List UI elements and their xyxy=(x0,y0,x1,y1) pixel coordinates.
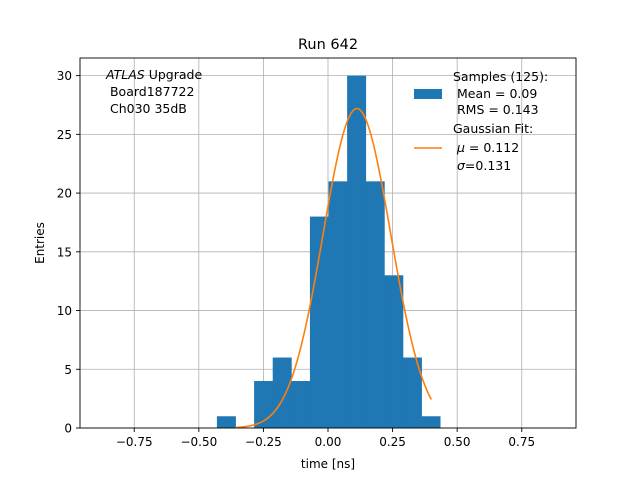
x-axis-label: time [ns] xyxy=(301,457,355,471)
annotation-line-1: ATLAS Upgrade xyxy=(105,67,202,82)
legend: Samples (125): Mean = 0.09 RMS = 0.143 G… xyxy=(414,69,548,173)
x-tick-label-6: 0.75 xyxy=(508,435,535,449)
histogram-bar-11 xyxy=(421,416,441,428)
y-tick-label-5: 25 xyxy=(57,128,72,142)
legend-samples-mean: Mean = 0.09 xyxy=(453,86,537,101)
x-tick-label-5: 0.50 xyxy=(444,435,471,449)
histogram-bar-2 xyxy=(254,381,274,428)
mu-symbol: μ xyxy=(456,140,465,155)
legend-fit-mu: μ = 0.112 xyxy=(453,140,519,155)
legend-fit-title: Gaussian Fit: xyxy=(453,121,533,136)
sigma-value: =0.131 xyxy=(465,158,511,173)
histogram-bar-5 xyxy=(309,216,329,428)
histogram-bar-4 xyxy=(291,381,311,428)
x-tick-label-2: −0.25 xyxy=(245,435,282,449)
histogram-bar-9 xyxy=(384,275,404,428)
annotation-board: Board187722 xyxy=(106,84,194,99)
atlas-label: ATLAS xyxy=(105,67,145,82)
x-tick-label-4: 0.25 xyxy=(379,435,406,449)
x-axis-ticks: −0.75 −0.50 −0.25 0.00 0.25 0.50 0.75 xyxy=(116,428,535,449)
annotation-channel: Ch030 35dB xyxy=(106,101,187,116)
y-axis-ticks: 0 5 10 15 20 25 30 xyxy=(57,69,80,436)
histogram-bar-8 xyxy=(365,181,385,428)
annotation-upgrade: Upgrade xyxy=(145,67,203,82)
histogram-bar-6 xyxy=(328,181,348,428)
histogram-bar-10 xyxy=(402,357,422,428)
y-tick-label-1: 5 xyxy=(64,363,72,377)
x-tick-label-1: −0.50 xyxy=(180,435,217,449)
histogram-bar-0 xyxy=(216,416,236,428)
mu-value: = 0.112 xyxy=(465,140,519,155)
y-tick-label-6: 30 xyxy=(57,69,72,83)
atlas-annotation: ATLAS Upgrade Board187722 Ch030 35dB xyxy=(105,67,202,116)
gaussian-fit-curve xyxy=(234,107,433,429)
x-tick-label-3: 0.00 xyxy=(315,435,342,449)
sigma-symbol: σ xyxy=(457,158,466,173)
y-tick-label-3: 15 xyxy=(57,245,72,259)
legend-samples-rms: RMS = 0.143 xyxy=(453,102,539,117)
y-tick-label-4: 20 xyxy=(57,187,72,201)
histogram-bars xyxy=(216,75,441,428)
y-tick-label-0: 0 xyxy=(64,422,72,436)
histogram-bar-7 xyxy=(347,75,367,428)
y-tick-label-2: 10 xyxy=(57,304,72,318)
x-tick-label-0: −0.75 xyxy=(116,435,153,449)
histogram-bar-3 xyxy=(272,357,292,428)
y-axis-label: Entries xyxy=(33,222,47,264)
legend-samples-title: Samples (125): xyxy=(453,69,548,84)
chart-title: Run 642 xyxy=(298,37,358,53)
legend-samples-swatch xyxy=(414,89,442,99)
legend-fit-sigma: σ=0.131 xyxy=(453,158,511,173)
